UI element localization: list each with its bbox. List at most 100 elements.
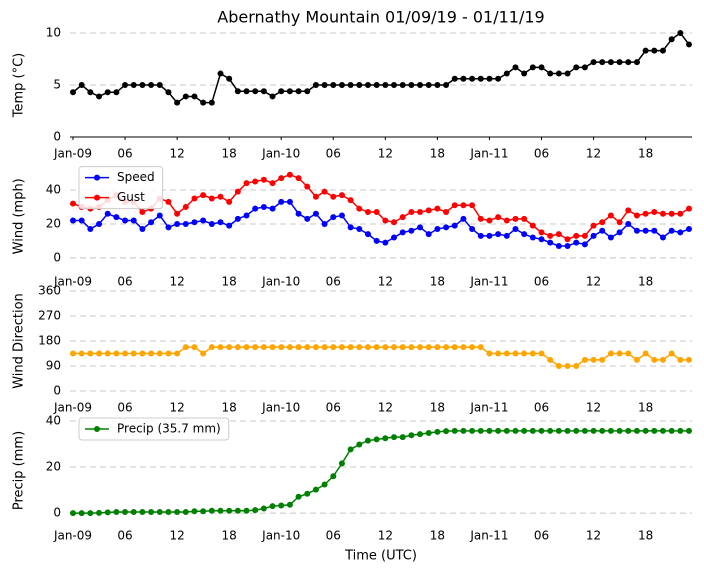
data-point	[434, 205, 441, 212]
data-point	[70, 217, 76, 224]
data-point	[573, 64, 580, 71]
series-line	[73, 346, 689, 367]
data-point	[330, 344, 337, 351]
data-point	[590, 232, 597, 239]
data-point	[529, 222, 536, 229]
data-point	[425, 429, 432, 436]
data-point	[312, 486, 319, 493]
legend-label: Speed	[117, 170, 155, 184]
data-point	[625, 59, 632, 66]
data-point	[503, 217, 510, 224]
data-point	[122, 350, 129, 357]
data-point	[234, 215, 241, 222]
x-tick-label: Jan-10	[261, 275, 300, 289]
data-point	[113, 214, 120, 221]
data-point	[590, 59, 597, 66]
data-point	[234, 188, 241, 195]
data-point	[87, 510, 94, 517]
data-point	[599, 356, 606, 363]
data-point	[304, 183, 311, 190]
y-tick-label: 10	[46, 26, 61, 40]
data-point	[469, 75, 476, 82]
data-point	[590, 427, 597, 434]
y-tick-label: 40	[46, 414, 61, 428]
data-point	[139, 508, 146, 515]
data-point	[356, 82, 363, 88]
data-point	[469, 226, 476, 233]
data-point	[200, 192, 207, 199]
data-point	[226, 344, 233, 351]
data-point	[286, 198, 293, 205]
data-point	[278, 344, 285, 351]
data-point	[581, 356, 588, 363]
data-point	[356, 344, 363, 351]
data-point	[469, 202, 476, 209]
data-point	[321, 344, 328, 351]
data-point	[399, 82, 406, 88]
data-point	[130, 508, 137, 515]
x-tick-label: 12	[378, 147, 393, 161]
data-point	[460, 202, 467, 209]
data-point	[156, 508, 163, 515]
data-point	[174, 508, 181, 515]
data-point	[642, 227, 649, 234]
data-point	[659, 234, 666, 241]
data-point	[538, 64, 545, 71]
y-tick-label: 360	[38, 284, 61, 298]
data-point	[477, 232, 484, 239]
data-point	[633, 227, 640, 234]
data-point	[122, 508, 129, 515]
data-point	[243, 212, 250, 219]
x-tick-label: 18	[430, 147, 445, 161]
data-point	[495, 231, 502, 238]
data-point	[573, 239, 580, 246]
data-point	[104, 350, 111, 357]
x-tick-label: 18	[638, 147, 653, 161]
data-point	[373, 209, 380, 216]
data-point	[338, 192, 345, 199]
data-point	[312, 210, 319, 217]
x-tick-label: 18	[430, 529, 445, 543]
data-point	[234, 507, 241, 514]
data-point	[486, 350, 493, 357]
data-point	[642, 210, 649, 217]
x-tick-label: Jan-11	[469, 529, 508, 543]
data-point	[191, 195, 198, 202]
data-point	[503, 232, 510, 239]
data-point	[451, 222, 458, 229]
data-point	[495, 350, 502, 357]
data-point	[460, 427, 467, 434]
data-point	[391, 82, 398, 88]
data-point	[642, 427, 649, 434]
x-tick-label: 12	[586, 147, 601, 161]
data-point	[278, 88, 285, 95]
x-tick-label: Jan-11	[469, 275, 508, 289]
x-tick-label: 06	[326, 529, 341, 543]
data-point	[677, 427, 684, 434]
data-point	[312, 344, 319, 351]
data-point	[512, 215, 519, 222]
data-point	[252, 344, 259, 351]
data-point	[356, 205, 363, 212]
data-point	[165, 89, 172, 96]
data-point	[659, 47, 666, 54]
data-point	[451, 75, 458, 82]
data-point	[260, 176, 267, 183]
legend-marker	[94, 174, 100, 181]
legend-label: Gust	[117, 190, 145, 204]
data-point	[486, 217, 493, 224]
data-point	[338, 344, 345, 351]
data-point	[521, 215, 528, 222]
data-point	[616, 350, 623, 357]
data-point	[417, 431, 424, 438]
data-point	[503, 70, 510, 77]
x-tick-label: Jan-09	[53, 147, 92, 161]
data-point	[226, 222, 233, 229]
data-point	[581, 241, 588, 248]
data-point	[130, 350, 137, 357]
data-point	[269, 344, 276, 351]
legend: Precip (35.7 mm)	[78, 417, 230, 441]
data-point	[573, 427, 580, 434]
y-tick-label: 0	[53, 506, 61, 520]
